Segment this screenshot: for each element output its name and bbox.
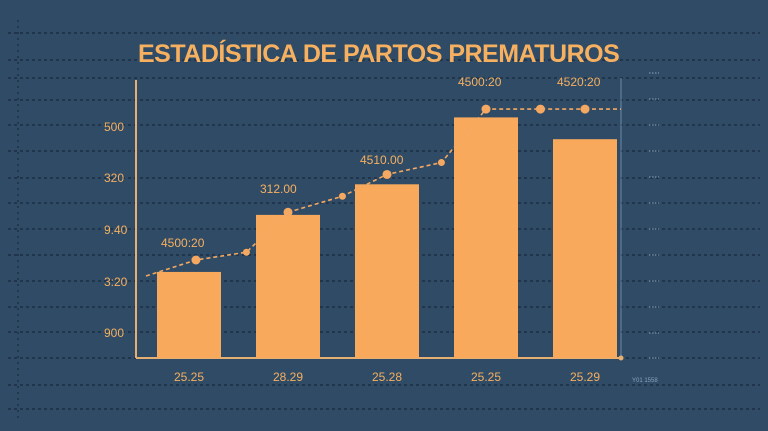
- y-tick-label-0: 500: [104, 120, 124, 134]
- x-tick-label-3: 25.25: [471, 370, 501, 384]
- trend-point-1: [242, 248, 250, 256]
- y-tick-label-3: 3:20: [104, 275, 128, 289]
- chart-title: ESTADÍSTICA DE PARTOS PREMATUROS: [138, 40, 620, 68]
- trend-point-3: [338, 192, 346, 200]
- x-tick-label-0: 25.25: [174, 370, 204, 384]
- trend-point-2: [283, 207, 293, 217]
- x-tick-label-1: 28.29: [273, 370, 303, 384]
- bar-3: [454, 117, 518, 358]
- bar-0: [157, 271, 221, 358]
- data-label-4: 4520:20: [557, 75, 601, 89]
- trend-point-8: [580, 104, 590, 114]
- y-tick-label-4: 900: [104, 326, 124, 340]
- trend-point-6: [481, 104, 491, 114]
- data-label-3: 4500:20: [458, 75, 502, 89]
- bar-4: [553, 139, 617, 358]
- trend-point-7: [535, 104, 545, 114]
- axis-corner-dot: [618, 355, 624, 361]
- bar-2: [355, 184, 419, 358]
- y-tick-label-2: 9.40: [104, 223, 128, 237]
- data-label-0: 4500:20: [161, 236, 205, 250]
- trend-point-0: [191, 255, 201, 265]
- right-axis-footnote: Y01 1558: [632, 378, 658, 384]
- trend-line: [145, 108, 585, 277]
- trend-point-5: [437, 159, 445, 167]
- data-label-2: 4510.00: [360, 153, 404, 167]
- x-tick-label-4: 25.29: [570, 370, 600, 384]
- trend-point-4: [382, 169, 392, 179]
- y-tick-label-1: 320: [104, 171, 124, 185]
- bar-1: [256, 214, 320, 358]
- data-label-1: 312.00: [260, 182, 297, 196]
- x-tick-label-2: 25.28: [372, 370, 402, 384]
